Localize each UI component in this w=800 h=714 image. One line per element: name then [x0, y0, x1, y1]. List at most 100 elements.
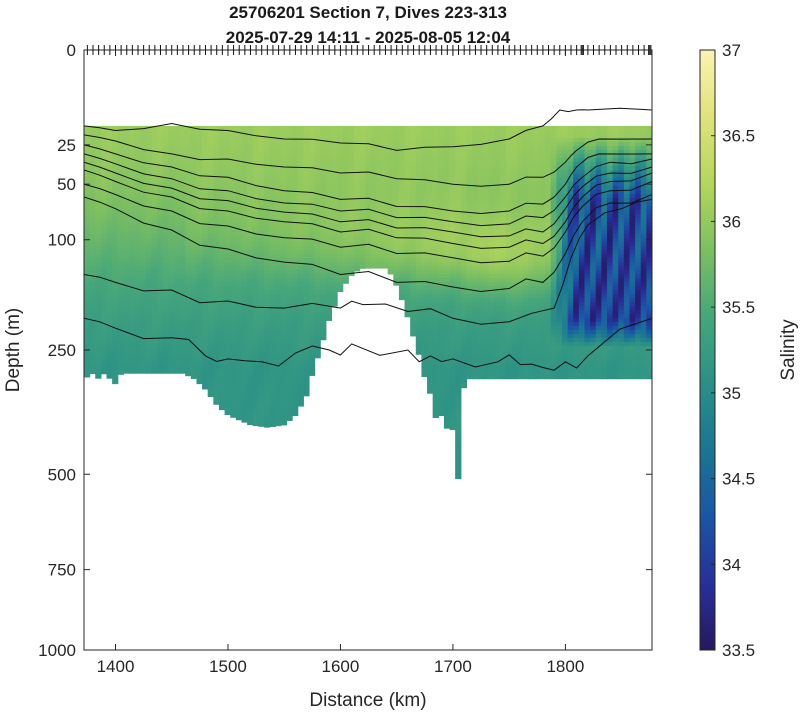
heatmap-cell: [280, 129, 288, 135]
chart-title: 25706201 Section 7, Dives 223-313: [229, 3, 507, 22]
heatmap-cell: [505, 337, 512, 343]
heatmap-cell: [235, 241, 243, 247]
heatmap-cell: [252, 293, 259, 299]
heatmap-cell: [460, 237, 468, 243]
heatmap-cell: [162, 253, 169, 259]
heatmap-cell: [449, 373, 456, 379]
heatmap-cell: [455, 189, 462, 195]
heatmap-cell: [258, 197, 265, 203]
heatmap-cell: [325, 305, 333, 311]
heatmap-cell: [500, 217, 507, 223]
heatmap-cell: [365, 213, 372, 219]
heatmap-cell: [202, 149, 209, 155]
heatmap-cell: [151, 325, 158, 331]
heatmap-cell: [342, 149, 349, 155]
heatmap-cell: [89, 281, 96, 287]
heatmap-cell: [472, 241, 479, 247]
heatmap-cell: [252, 209, 259, 215]
heatmap-cell: [84, 321, 91, 327]
heatmap-cell: [393, 261, 400, 267]
heatmap-cell: [488, 309, 496, 315]
heatmap-cell: [488, 301, 496, 307]
heatmap-cell: [134, 185, 141, 191]
heatmap-cell: [275, 189, 282, 195]
heatmap-cell: [320, 221, 327, 227]
heatmap-cell: [410, 221, 417, 227]
heatmap-cell: [410, 149, 417, 155]
heatmap-cell: [511, 353, 518, 359]
heatmap-cell: [404, 249, 411, 255]
heatmap-cell: [331, 289, 338, 295]
heatmap-cell: [89, 249, 96, 255]
heatmap-cell: [247, 269, 254, 275]
heatmap-cell: [528, 225, 535, 231]
heatmap-cell: [342, 153, 349, 159]
heatmap-cell: [500, 277, 507, 283]
heatmap-cell: [365, 265, 372, 269]
heatmap-cell: [275, 413, 282, 419]
heatmap-cell: [263, 417, 271, 423]
heatmap-cell: [455, 165, 462, 171]
heatmap-cell: [382, 185, 389, 191]
heatmap-cell: [488, 249, 496, 255]
heatmap-cell: [162, 313, 169, 319]
heatmap-cell: [308, 289, 316, 295]
heatmap-cell: [134, 365, 141, 371]
heatmap-cell: [359, 257, 366, 263]
heatmap-cell: [297, 301, 304, 307]
heatmap-cell: [275, 261, 282, 267]
heatmap-cell: [460, 261, 468, 267]
heatmap-cell: [427, 273, 434, 279]
heatmap-cell: [140, 369, 147, 374]
heatmap-cell: [483, 189, 490, 195]
heatmap-cell: [353, 145, 361, 151]
heatmap-cell: [162, 129, 169, 135]
heatmap-cell: [84, 365, 91, 371]
heatmap-cell: [359, 165, 366, 171]
heatmap-cell: [443, 213, 451, 219]
heatmap-cell: [218, 369, 226, 375]
heatmap-cell: [241, 213, 248, 219]
heatmap-cell: [84, 229, 91, 235]
heatmap-cell: [517, 317, 524, 323]
heatmap-cell: [477, 265, 484, 271]
heatmap-cell: [286, 413, 293, 419]
heatmap-cell: [393, 213, 400, 219]
heatmap-cell: [488, 325, 496, 331]
heatmap-cell: [449, 401, 456, 407]
heatmap-cell: [393, 241, 400, 247]
heatmap-cell: [196, 165, 203, 171]
heatmap-cell: [168, 161, 175, 167]
heatmap-cell: [128, 345, 136, 351]
heatmap-cell: [421, 273, 428, 279]
heatmap-cell: [207, 321, 214, 327]
heatmap-cell: [387, 217, 394, 223]
heatmap-cell: [286, 405, 293, 411]
heatmap-cell: [263, 397, 271, 403]
heatmap-cell: [263, 357, 271, 363]
heatmap-cell: [179, 305, 186, 311]
heatmap-cell: [472, 293, 479, 299]
heatmap-cell: [432, 285, 439, 291]
heatmap-cell: [241, 165, 248, 171]
heatmap-cell: [494, 249, 501, 255]
heatmap-cell: [168, 213, 175, 219]
heatmap-cell: [438, 153, 445, 159]
heatmap-cell: [421, 165, 428, 171]
heatmap-cell: [314, 305, 321, 311]
heatmap-cell: [517, 133, 524, 139]
heatmap-cell: [112, 189, 119, 195]
heatmap-cell: [432, 161, 439, 167]
heatmap-cell: [449, 357, 456, 363]
heatmap-cell: [438, 161, 445, 167]
heatmap-cell: [320, 289, 327, 295]
heatmap-cell: [185, 233, 192, 239]
heatmap-cell: [320, 193, 327, 199]
heatmap-cell: [106, 237, 113, 243]
heatmap-cell: [370, 229, 378, 235]
heatmap-cell: [280, 373, 288, 379]
heatmap-cell: [331, 133, 338, 139]
heatmap-cell: [241, 201, 248, 207]
heatmap-cell: [443, 349, 451, 355]
heatmap-cell: [269, 221, 276, 227]
